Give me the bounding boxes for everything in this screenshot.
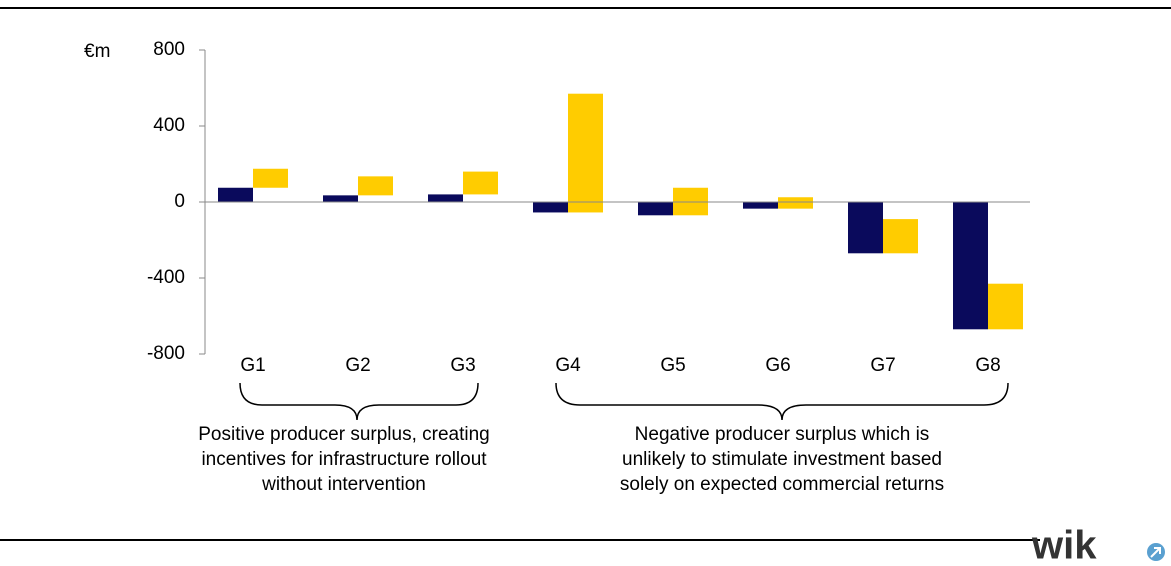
x-tick-label: G5 [660,355,685,376]
bar [323,195,358,202]
bar [638,202,673,216]
bar [953,202,988,330]
brace [239,382,479,421]
bar [358,176,393,196]
y-tick-label: 0 [174,191,185,212]
bar [533,202,568,213]
bar [988,283,1023,330]
x-tick-label: G3 [450,355,475,376]
brace [555,382,1009,421]
x-tick-label: G4 [555,355,581,376]
x-tick-label: G1 [240,355,265,376]
y-tick-label: 400 [153,115,185,136]
bar [848,202,883,254]
annotation: Negative producer surplus which is [635,424,930,445]
logo: wik [1031,524,1097,566]
y-tick-label: -400 [147,267,185,288]
bar [743,202,778,209]
bar [253,168,288,188]
bar [218,187,253,202]
annotation: solely on expected commercial returns [620,474,944,495]
y-axis-label: €m [84,41,110,62]
y-tick-label: 800 [153,39,185,60]
annotation: Positive producer surplus, creating [198,424,489,445]
bar [778,197,813,209]
x-tick-label: G2 [345,355,370,376]
bar [428,194,463,202]
annotation: unlikely to stimulate investment based [622,449,942,470]
x-tick-label: G6 [765,355,790,376]
annotation: without intervention [261,474,426,495]
x-tick-label: G7 [870,355,895,376]
x-tick-label: G8 [975,355,1000,376]
annotation: incentives for infrastructure rollout [201,449,487,470]
y-tick-label: -800 [147,343,185,364]
logo-arrow [1150,547,1161,558]
bar [463,171,498,195]
bar [883,219,918,254]
bar [568,93,603,213]
